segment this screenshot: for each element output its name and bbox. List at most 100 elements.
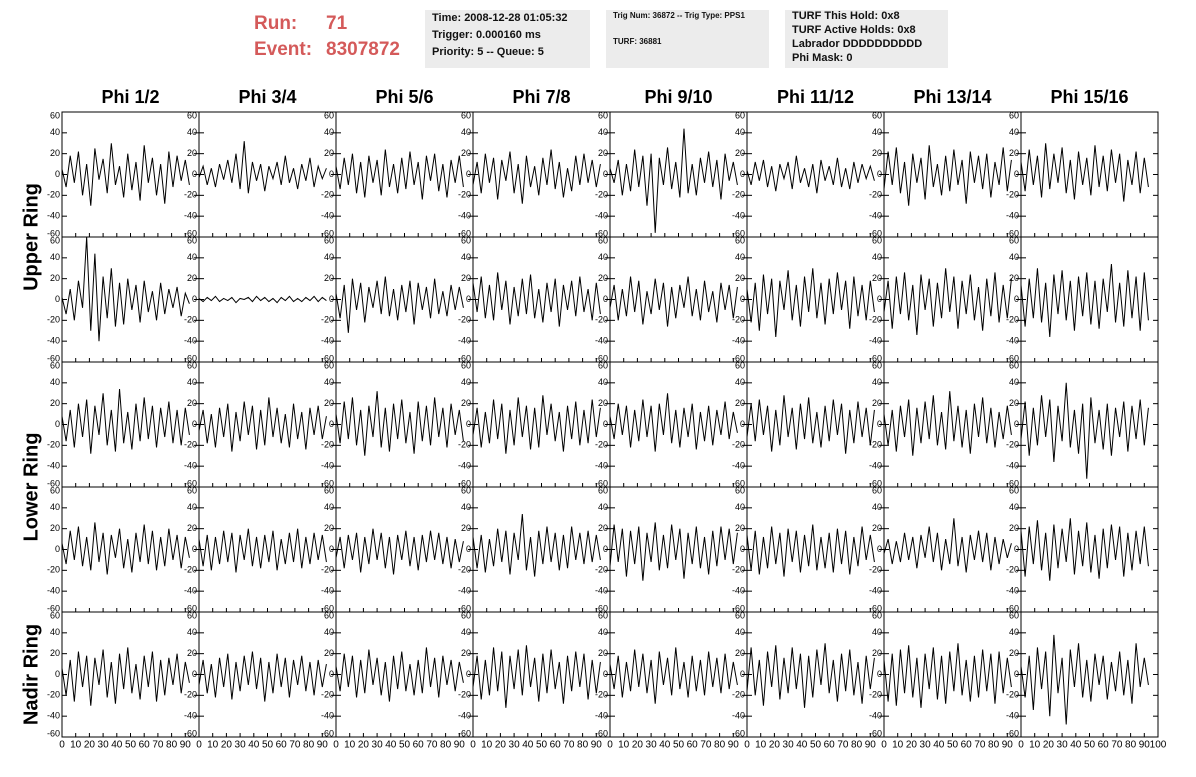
- x-tick-label: 10: [618, 740, 630, 751]
- y-tick-label: -60: [321, 353, 334, 363]
- y-tick-label: 60: [461, 110, 471, 120]
- x-tick-label: 90: [454, 740, 466, 751]
- y-tick-label: 60: [324, 485, 334, 495]
- y-tick-label: 60: [50, 485, 60, 495]
- x-tick-label: 60: [550, 740, 562, 751]
- y-tick-label: 60: [461, 610, 471, 620]
- waveform: [199, 651, 327, 702]
- column-title: Phi 9/10: [644, 87, 712, 107]
- y-tick-label: -20: [732, 565, 745, 575]
- y-tick-label: 0: [877, 544, 882, 554]
- waveform: [199, 141, 327, 194]
- y-tick-label: 40: [872, 252, 882, 262]
- y-tick-label: 0: [603, 169, 608, 179]
- event-number: 8307872: [326, 39, 400, 60]
- y-tick-label: -40: [321, 211, 334, 221]
- y-tick-label: -40: [184, 711, 197, 721]
- y-tick-label: 40: [461, 502, 471, 512]
- y-tick-label: -20: [595, 690, 608, 700]
- x-tick-label: 20: [495, 740, 507, 751]
- y-tick-label: -20: [732, 440, 745, 450]
- y-tick-label: -20: [1006, 440, 1019, 450]
- y-tick-label: 40: [598, 377, 608, 387]
- y-tick-label: -60: [458, 603, 471, 613]
- y-tick-label: -60: [321, 603, 334, 613]
- y-tick-label: 40: [50, 627, 60, 637]
- x-tick-label: 0: [470, 740, 476, 751]
- x-tick-label: 90: [591, 740, 603, 751]
- y-tick-label: 20: [461, 398, 471, 408]
- waveform: [610, 647, 738, 704]
- y-tick-label: 40: [324, 502, 334, 512]
- x-tick-label: 80: [851, 740, 863, 751]
- y-tick-label: -20: [869, 565, 882, 575]
- y-tick-label: -40: [184, 211, 197, 221]
- y-tick-label: 0: [877, 169, 882, 179]
- y-tick-label: -40: [458, 211, 471, 221]
- y-tick-label: -60: [184, 353, 197, 363]
- x-tick-label: 70: [1111, 740, 1123, 751]
- y-tick-label: 20: [324, 523, 334, 533]
- y-tick-label: -40: [321, 461, 334, 471]
- waveform: [62, 647, 190, 706]
- x-tick-label: 50: [125, 740, 137, 751]
- y-tick-label: 60: [735, 485, 745, 495]
- y-tick-label: 40: [598, 502, 608, 512]
- y-tick-label: -20: [869, 440, 882, 450]
- y-tick-label: -20: [732, 315, 745, 325]
- info-box: [606, 10, 769, 68]
- y-tick-label: 20: [461, 523, 471, 533]
- row-label: Lower Ring: [20, 433, 42, 542]
- y-tick-label: 40: [324, 627, 334, 637]
- y-tick-label: -40: [184, 461, 197, 471]
- y-tick-label: -60: [595, 603, 608, 613]
- y-tick-label: 20: [324, 273, 334, 283]
- x-tick-label: 30: [372, 740, 384, 751]
- waveform: [62, 522, 190, 575]
- y-tick-label: 0: [1014, 669, 1019, 679]
- y-tick-label: 40: [324, 127, 334, 137]
- y-tick-label: -60: [47, 603, 60, 613]
- y-tick-label: -20: [595, 440, 608, 450]
- x-tick-label: 80: [303, 740, 315, 751]
- y-tick-label: 0: [329, 544, 334, 554]
- y-tick-label: -20: [458, 440, 471, 450]
- y-tick-label: 20: [598, 148, 608, 158]
- waveform: [1021, 264, 1149, 338]
- y-tick-label: 0: [466, 419, 471, 429]
- y-tick-label: -60: [869, 478, 882, 488]
- x-tick-label: 80: [988, 740, 1000, 751]
- info-box: [785, 10, 948, 68]
- y-tick-label: -40: [1006, 586, 1019, 596]
- column-title: Phi 13/14: [913, 87, 991, 107]
- x-tick-label: 80: [440, 740, 452, 751]
- y-tick-label: 40: [735, 127, 745, 137]
- y-tick-label: 60: [1009, 485, 1019, 495]
- waveform: [747, 524, 875, 577]
- waveform: [473, 645, 601, 708]
- y-tick-label: -40: [869, 586, 882, 596]
- y-tick-label: -60: [458, 228, 471, 238]
- y-tick-label: 20: [324, 398, 334, 408]
- waveform: [884, 518, 1012, 573]
- x-tick-label: 30: [235, 740, 247, 751]
- x-tick-label: 90: [865, 740, 877, 751]
- waveform: [199, 295, 327, 304]
- y-tick-label: 20: [324, 648, 334, 658]
- y-tick-label: 40: [872, 627, 882, 637]
- y-tick-label: 20: [50, 273, 60, 283]
- y-tick-label: 0: [740, 169, 745, 179]
- info-line: TURF Active Holds: 0x8: [792, 24, 916, 36]
- y-tick-label: 0: [877, 669, 882, 679]
- y-tick-label: 60: [872, 110, 882, 120]
- x-tick-label: 10: [344, 740, 356, 751]
- y-tick-label: 20: [872, 398, 882, 408]
- y-tick-label: -40: [47, 336, 60, 346]
- y-tick-label: 0: [192, 169, 197, 179]
- waveform: [884, 391, 1012, 456]
- y-tick-label: 20: [187, 273, 197, 283]
- info-line: Trigger: 0.000160 ms: [432, 29, 541, 41]
- x-tick-label: 70: [152, 740, 164, 751]
- x-tick-label: 70: [289, 740, 301, 751]
- y-tick-label: -20: [732, 190, 745, 200]
